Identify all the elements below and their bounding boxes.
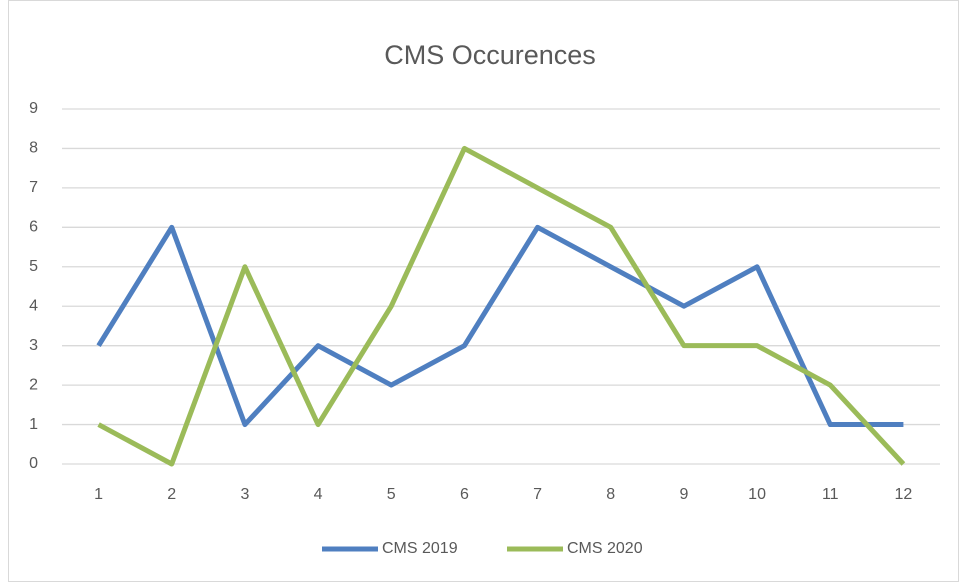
y-tick-label: 1 bbox=[29, 416, 38, 433]
y-tick-label: 2 bbox=[29, 376, 38, 393]
y-tick-label: 4 bbox=[29, 297, 38, 314]
series-line bbox=[97, 145, 906, 467]
x-tick-label: 8 bbox=[606, 486, 615, 503]
x-tick-label: 11 bbox=[822, 486, 839, 503]
legend-label: CMS 2020 bbox=[567, 540, 643, 557]
x-tick-label: 4 bbox=[314, 486, 323, 503]
x-tick-label: 9 bbox=[679, 486, 688, 503]
y-tick-label: 9 bbox=[29, 100, 38, 117]
x-tick-label: 2 bbox=[167, 486, 176, 503]
y-tick-label: 7 bbox=[29, 179, 38, 196]
x-tick-label: 6 bbox=[460, 486, 469, 503]
x-tick-label: 10 bbox=[748, 486, 766, 503]
chart-title: CMS Occurences bbox=[384, 40, 596, 70]
x-tick-label: 1 bbox=[94, 486, 103, 503]
y-tick-label: 5 bbox=[29, 258, 38, 275]
series-line bbox=[96, 224, 904, 428]
chart-border bbox=[8, 0, 959, 582]
x-tick-label: 3 bbox=[240, 486, 249, 503]
y-tick-label: 3 bbox=[29, 337, 38, 354]
y-tick-label: 6 bbox=[29, 219, 38, 236]
y-tick-label: 8 bbox=[29, 140, 38, 157]
x-tick-label: 5 bbox=[387, 486, 396, 503]
x-tick-label: 12 bbox=[895, 486, 913, 503]
legend-label: CMS 2019 bbox=[382, 540, 458, 557]
x-tick-label: 7 bbox=[533, 486, 542, 503]
y-tick-label: 0 bbox=[29, 455, 38, 472]
